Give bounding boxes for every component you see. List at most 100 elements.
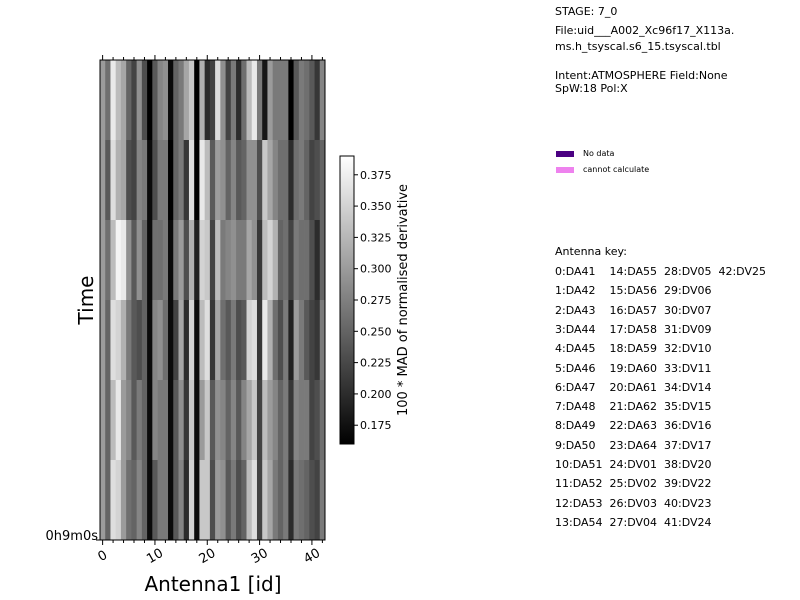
heatmap-cell bbox=[105, 140, 111, 221]
heatmap-cell bbox=[251, 460, 258, 541]
heatmap-cell bbox=[225, 380, 232, 461]
heatmap-cell bbox=[147, 380, 153, 461]
heatmap-cell bbox=[309, 460, 315, 541]
heatmap-cell bbox=[199, 60, 206, 141]
heatmap-cell bbox=[288, 380, 294, 461]
x-axis-ticks: 0 10 20 30 40 bbox=[96, 55, 323, 567]
antenna-key-row: 13:DA54 27:DV04 41:DV24 bbox=[555, 515, 712, 529]
heatmap-cell bbox=[209, 380, 216, 461]
heatmap-cell bbox=[100, 380, 106, 461]
heatmap-cell bbox=[225, 220, 232, 301]
heatmap-cell bbox=[141, 60, 148, 141]
heatmap-cell bbox=[141, 300, 148, 381]
heatmap-cell bbox=[241, 300, 247, 381]
heatmap-cell bbox=[204, 380, 211, 461]
heatmap-cell bbox=[147, 460, 153, 541]
heatmap-cell bbox=[236, 300, 242, 381]
heatmap-cell bbox=[288, 60, 294, 141]
heatmap-cell bbox=[288, 460, 294, 541]
heatmap-cell bbox=[215, 60, 221, 141]
heatmap-cell bbox=[162, 300, 169, 381]
heatmap-cell bbox=[314, 460, 321, 541]
heatmap-cell bbox=[126, 300, 132, 381]
heatmap-cell bbox=[256, 220, 263, 301]
heatmap-cell bbox=[188, 300, 195, 381]
legend-label-no-data: No data bbox=[583, 149, 615, 158]
heatmap-cell bbox=[215, 140, 221, 221]
antenna-key-title: Antenna key: bbox=[555, 245, 627, 258]
heatmap-cell bbox=[230, 220, 237, 301]
x-axis-label: Antenna1 [id] bbox=[144, 572, 281, 596]
heatmap-cell bbox=[256, 300, 263, 381]
antenna-key-row: 5:DA46 19:DA60 33:DV11 bbox=[555, 361, 712, 375]
heatmap-cell bbox=[168, 220, 174, 301]
heatmap-cell bbox=[157, 300, 164, 381]
colorbar-tick-label: 0.275 bbox=[360, 294, 392, 307]
heatmap-cell bbox=[136, 460, 143, 541]
antenna-key-row: 12:DA53 26:DV03 40:DV23 bbox=[555, 496, 712, 510]
heatmap-cell bbox=[168, 460, 174, 541]
antenna-key-row: 9:DA50 23:DA64 37:DV17 bbox=[555, 438, 712, 452]
heatmap-cell bbox=[241, 220, 247, 301]
heatmap-cell bbox=[183, 380, 190, 461]
heatmap-cell bbox=[304, 140, 310, 221]
heatmap-cell bbox=[215, 300, 221, 381]
heatmap-cell bbox=[110, 60, 117, 141]
heatmap-cell bbox=[267, 140, 274, 221]
antenna-key-row: 2:DA43 16:DA57 30:DV07 bbox=[555, 303, 712, 317]
heatmap-cell bbox=[126, 460, 132, 541]
heatmap-cell bbox=[115, 460, 122, 541]
heatmap-cell bbox=[194, 60, 200, 141]
heatmap-cell bbox=[168, 60, 174, 141]
heatmap-cell bbox=[183, 140, 190, 221]
heatmap-cell bbox=[319, 380, 326, 461]
antenna-key-row: 1:DA42 15:DA56 29:DV06 bbox=[555, 284, 712, 298]
heatmap-cell bbox=[152, 300, 158, 381]
heatmap-cell bbox=[105, 60, 111, 141]
x-tick-label: 40 bbox=[301, 546, 323, 567]
heatmap-cell bbox=[173, 60, 179, 141]
heatmap-cell bbox=[262, 460, 268, 541]
colorbar-tick-label: 0.300 bbox=[360, 263, 392, 276]
heatmap-cell bbox=[319, 460, 326, 541]
heatmap-cell bbox=[256, 380, 263, 461]
heatmap-cell bbox=[230, 380, 237, 461]
heatmap-cell bbox=[162, 140, 169, 221]
heatmap-cell bbox=[319, 140, 326, 221]
heatmap-cell bbox=[178, 220, 185, 301]
heatmap-cell bbox=[262, 220, 268, 301]
stage-label: STAGE: 7_0 bbox=[555, 5, 618, 18]
heatmap-cell bbox=[157, 60, 164, 141]
heatmap-cell bbox=[136, 300, 143, 381]
heatmap-cell bbox=[293, 380, 300, 461]
heatmap-cell bbox=[298, 300, 305, 381]
heatmap-cell bbox=[319, 60, 326, 141]
heatmap-cell bbox=[314, 380, 321, 461]
heatmap-cell bbox=[199, 380, 206, 461]
heatmap-cell bbox=[188, 60, 195, 141]
heatmap-cell bbox=[277, 220, 284, 301]
heatmap-cell bbox=[293, 300, 300, 381]
heatmap-cell bbox=[194, 460, 200, 541]
legend-swatch-no-data bbox=[556, 150, 574, 157]
x-tick-label: 0 bbox=[96, 548, 111, 565]
antenna-key-row: 6:DA47 20:DA61 34:DV14 bbox=[555, 380, 712, 394]
heatmap-cell bbox=[314, 60, 321, 141]
heatmap-cell bbox=[304, 460, 310, 541]
heatmap-cell bbox=[126, 380, 132, 461]
heatmap-cell bbox=[173, 380, 179, 461]
heatmap-cell bbox=[267, 460, 274, 541]
heatmap-cell bbox=[283, 140, 289, 221]
heatmap-cell bbox=[293, 460, 300, 541]
heatmap-cell bbox=[267, 220, 274, 301]
heatmap-cell bbox=[183, 60, 190, 141]
heatmap-cell bbox=[272, 140, 279, 221]
heatmap-cell bbox=[147, 60, 153, 141]
heatmap-cell bbox=[230, 300, 237, 381]
heatmap-cell bbox=[209, 140, 216, 221]
heatmap-cell bbox=[110, 140, 117, 221]
heatmap-cell bbox=[141, 140, 148, 221]
colorbar-ticks: 0.175 0.200 0.225 0.250 0.275 0.300 0.325 0.350… bbox=[354, 169, 392, 432]
heatmap-cell bbox=[215, 380, 221, 461]
